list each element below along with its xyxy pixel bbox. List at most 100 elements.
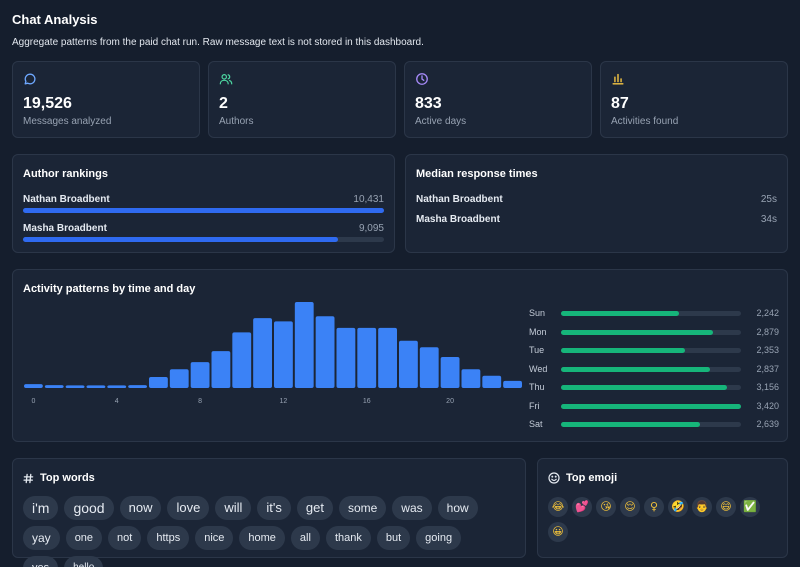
hour-bar-17 [378,327,397,388]
word-chip: going [416,526,462,550]
response-times-card: Median response times Nathan Broadbent 2… [405,154,788,253]
clock-icon [416,73,428,85]
hour-bar-0 [24,384,43,388]
stat-card-authors: 2 Authors [208,61,396,138]
response-author-name: Masha Broadbent [416,214,500,225]
hour-bar-13 [294,302,314,388]
hour-bar-14 [315,316,335,388]
day-count: 2,837 [756,363,779,374]
top-words-header: Top words [23,472,95,484]
hour-bar-3 [86,385,106,388]
emoji-chip: 😌 [620,497,640,517]
word-chip: nice [195,526,234,550]
day-bar-fill [561,366,711,372]
word-cloud: i'm good now love will it's get some was how yay on… [23,496,493,567]
hour-bar-2 [65,385,85,388]
stat-label: Authors [219,116,254,127]
hour-bar-6 [149,377,168,388]
hour-tick-label: 16 [363,398,371,405]
author-rank-bar [23,208,384,213]
day-bar [561,329,741,335]
word-chip: but [376,526,411,550]
author-rank-fill [23,237,338,242]
stat-card-messages: 19,526 Messages analyzed [12,61,200,138]
stat-label: Activities found [611,116,679,127]
word-chip: https [147,526,190,550]
hour-bar-1 [44,385,64,388]
stat-value: 19,526 [23,95,72,112]
emoji-chip: 🤣 [668,497,688,517]
emoji-chip: 👨 [692,497,712,517]
word-chip: hello [64,556,104,567]
word-chip: now [119,496,162,520]
day-bar [561,366,741,372]
hourly-activity-chart: 0 4 8 12 16 20 [24,302,522,405]
hash-icon [23,473,34,483]
day-count: 2,879 [756,326,779,337]
stat-card-active-days: 833 Active days [404,61,592,138]
hour-bar-22 [482,375,502,388]
day-row-sun: Sun 2,242 [529,308,779,320]
day-bar-fill [561,422,700,427]
response-time-row: Nathan Broadbent 25s [416,194,777,208]
word-chip: not [108,526,142,550]
day-bar-fill [561,329,713,335]
day-bar [561,311,741,316]
word-chip: yay [23,526,60,550]
author-rank-row: Masha Broadbent 9,095 [23,223,384,245]
author-rankings-card: Author rankings Nathan Broadbent 10,431 … [12,154,395,253]
word-chip: will [215,496,252,520]
day-label: Mon [529,326,547,337]
top-emoji-card: Top emoji 😂 💕 😘 😌 ♀ 🤣 👨 😄 ✅ 😀 [537,458,788,558]
stat-value: 2 [219,95,228,112]
emoji-chip: 😄 [716,497,736,517]
word-chip: good [64,496,114,520]
stat-label: Messages analyzed [23,116,112,127]
word-chip: get [296,496,333,520]
day-count: 2,242 [756,308,779,318]
author-count: 9,095 [358,223,384,234]
emoji-chip: 😀 [548,522,568,542]
message-icon [24,73,36,85]
hour-bar-12 [274,321,293,388]
activity-title: Activity patterns by time and day [23,283,196,295]
day-label: Wed [529,363,548,374]
hour-tick-label: 4 [115,398,119,405]
day-count: 2,353 [756,345,779,355]
day-bar [561,422,741,427]
hour-bar-15 [336,327,356,388]
users-icon [219,74,233,85]
word-chip: i'm [23,496,59,520]
day-row-fri: Fri 3,420 [529,401,779,413]
author-rank-bar [23,237,384,242]
day-count: 2,639 [756,419,779,429]
day-row-thu: Thu 3,156 [529,382,779,394]
word-chip: love [167,496,210,520]
word-chip: how [437,496,478,520]
day-bar-fill [561,385,728,390]
hour-tick-label: 8 [198,398,202,405]
word-chip: one [65,526,103,550]
author-rankings-title: Author rankings [23,168,108,180]
hour-bar-11 [253,318,272,388]
response-time-value: 25s [760,194,777,205]
hour-bar-10 [232,332,252,388]
stat-label: Active days [415,116,467,127]
day-bar-fill [561,311,679,316]
day-bar [561,385,741,390]
day-row-tue: Tue 2,353 [529,345,779,357]
response-time-row: Masha Broadbent 34s [416,214,777,228]
stat-value: 87 [611,95,629,112]
day-bar-fill [561,403,741,409]
smiley-icon [548,472,560,484]
page-header: Chat Analysis Aggregate patterns from th… [12,12,424,48]
page-subtitle: Aggregate patterns from the paid chat ru… [12,37,424,48]
hour-bar-18 [399,340,418,388]
hour-bar-21 [461,369,481,388]
day-label: Tue [529,345,545,355]
day-row-mon: Mon 2,879 [529,327,779,339]
emoji-chip: ♀ [644,497,664,517]
day-label: Fri [529,400,540,411]
day-bar-fill [561,348,685,353]
hour-tick-label: 20 [446,398,454,405]
